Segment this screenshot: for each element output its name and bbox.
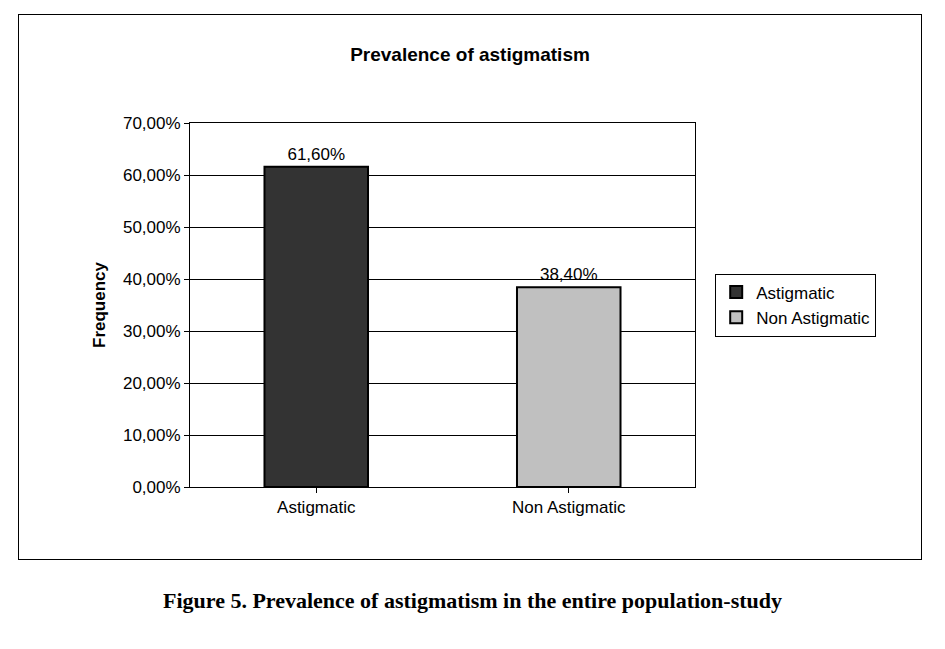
svg-text:60,00%: 60,00%	[123, 166, 181, 185]
svg-text:Prevalence of astigmatism: Prevalence of astigmatism	[350, 44, 590, 65]
svg-text:10,00%: 10,00%	[123, 426, 181, 445]
svg-text:0,00%: 0,00%	[132, 478, 180, 497]
svg-text:Astigmatic: Astigmatic	[277, 498, 356, 517]
svg-text:20,00%: 20,00%	[123, 374, 181, 393]
svg-text:38,40%: 38,40%	[540, 265, 598, 284]
svg-text:Non Astigmatic: Non Astigmatic	[512, 498, 626, 517]
svg-text:40,00%: 40,00%	[123, 270, 181, 289]
svg-text:50,00%: 50,00%	[123, 218, 181, 237]
svg-text:70,00%: 70,00%	[123, 114, 181, 133]
svg-text:61,60%: 61,60%	[287, 145, 345, 164]
svg-text:30,00%: 30,00%	[123, 322, 181, 341]
svg-text:Non Astigmatic: Non Astigmatic	[756, 309, 870, 328]
svg-text:Astigmatic: Astigmatic	[756, 284, 835, 303]
html-text:Figure 5. Prevalence of astigm: Figure 5. Prevalence of astigmatism in t…	[163, 588, 782, 613]
svg-text:Frequency: Frequency	[90, 261, 109, 348]
